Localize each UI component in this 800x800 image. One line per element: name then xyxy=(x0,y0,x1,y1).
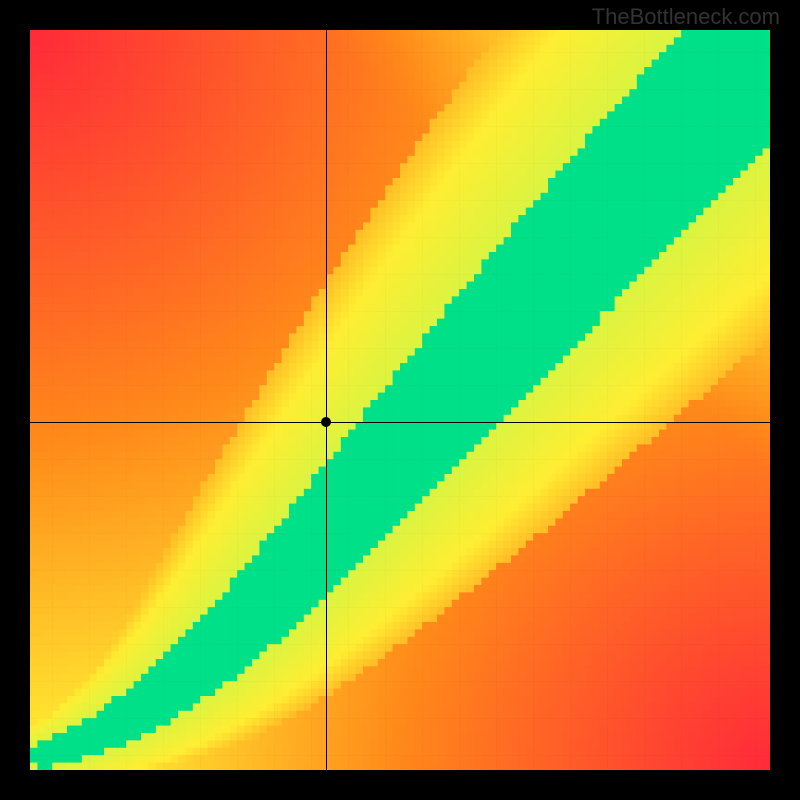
watermark-text: TheBottleneck.com xyxy=(592,4,780,30)
heatmap-plot xyxy=(30,30,770,770)
chart-container: TheBottleneck.com xyxy=(0,0,800,800)
heatmap-canvas xyxy=(30,30,770,770)
data-point-marker xyxy=(321,417,331,427)
